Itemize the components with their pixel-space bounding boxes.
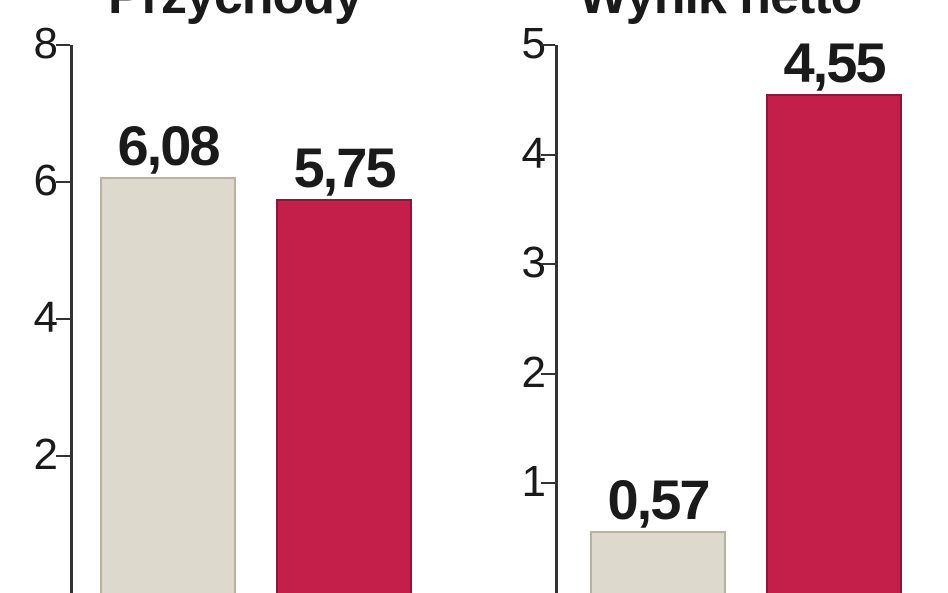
y-tick-label: 4	[506, 129, 546, 179]
bar-value-label: 4,55	[756, 30, 912, 95]
y-tick-label: 5	[506, 19, 546, 69]
y-tick-label: 2	[506, 348, 546, 398]
y-tick-mark	[541, 373, 555, 375]
y-tick-mark	[541, 44, 555, 46]
y-tick-label: 1	[506, 457, 546, 507]
chart-title: Wynik netto	[500, 0, 940, 26]
bar-value-label: 0,57	[580, 467, 736, 532]
y-tick-mark	[541, 263, 555, 265]
y-tick-mark	[541, 154, 555, 156]
chart-wynik-netto: Wynik netto 1 2 3 4 5 0,57 4,55	[0, 0, 948, 593]
bar	[766, 94, 902, 593]
chart-stage: Przychody 2 4 6 8 6,08 5,75 Wynik netto …	[0, 0, 948, 593]
y-tick-label: 3	[506, 238, 546, 288]
y-tick-mark	[541, 482, 555, 484]
y-axis	[555, 45, 558, 593]
bar	[590, 531, 726, 593]
